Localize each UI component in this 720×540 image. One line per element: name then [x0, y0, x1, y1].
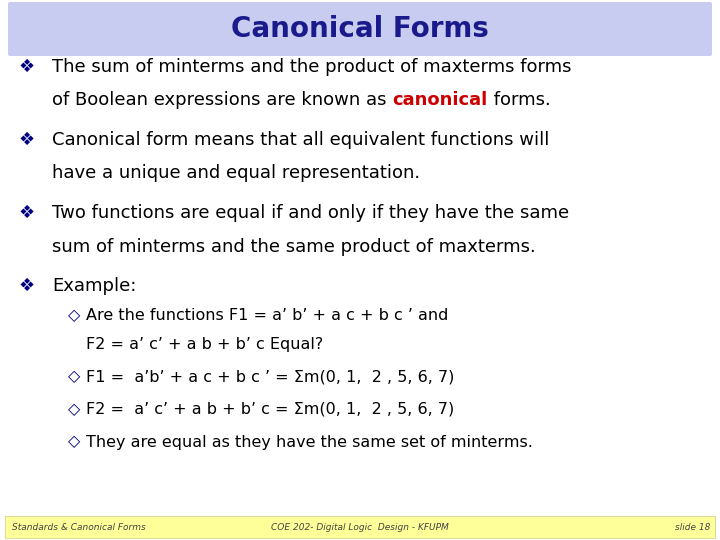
Text: slide 18: slide 18: [675, 523, 710, 531]
Text: sum of minterms and the same product of maxterms.: sum of minterms and the same product of …: [52, 238, 536, 255]
Text: forms.: forms.: [487, 91, 550, 110]
Text: ◇: ◇: [68, 308, 80, 323]
Text: Canonical Forms: Canonical Forms: [231, 15, 489, 43]
Text: ❖: ❖: [18, 277, 34, 295]
Text: ◇: ◇: [68, 402, 80, 417]
Text: Are the functions F1 = a’ b’ + a c + b c ’ and: Are the functions F1 = a’ b’ + a c + b c…: [86, 308, 449, 323]
Text: ❖: ❖: [18, 131, 34, 149]
Text: canonical: canonical: [392, 91, 487, 110]
Text: of Boolean expressions are known as: of Boolean expressions are known as: [52, 91, 392, 110]
FancyBboxPatch shape: [8, 2, 712, 56]
Text: Standards & Canonical Forms: Standards & Canonical Forms: [12, 523, 145, 531]
Text: Two functions are equal if and only if they have the same: Two functions are equal if and only if t…: [52, 204, 569, 222]
Bar: [5, 516, 715, 538]
Text: Example:: Example:: [52, 277, 136, 295]
Text: ❖: ❖: [18, 58, 34, 76]
Text: F2 =  a’ c’ + a b + b’ c = Σm(0, 1,  2 , 5, 6, 7): F2 = a’ c’ + a b + b’ c = Σm(0, 1, 2 , 5…: [86, 402, 454, 417]
Text: ❖: ❖: [18, 204, 34, 222]
Text: F1 =  a’b’ + a c + b c ’ = Σm(0, 1,  2 , 5, 6, 7): F1 = a’b’ + a c + b c ’ = Σm(0, 1, 2 , 5…: [86, 369, 454, 384]
Text: COE 202- Digital Logic  Design - KFUPM: COE 202- Digital Logic Design - KFUPM: [271, 523, 449, 531]
Text: ◇: ◇: [68, 435, 80, 449]
Text: Canonical form means that all equivalent functions will: Canonical form means that all equivalent…: [52, 131, 549, 149]
Text: ◇: ◇: [68, 369, 80, 384]
Text: The sum of minterms and the product of maxterms forms: The sum of minterms and the product of m…: [52, 58, 572, 76]
Text: F2 = a’ c’ + a b + b’ c Equal?: F2 = a’ c’ + a b + b’ c Equal?: [86, 337, 323, 352]
Text: have a unique and equal representation.: have a unique and equal representation.: [52, 165, 420, 183]
Text: They are equal as they have the same set of minterms.: They are equal as they have the same set…: [86, 435, 533, 449]
